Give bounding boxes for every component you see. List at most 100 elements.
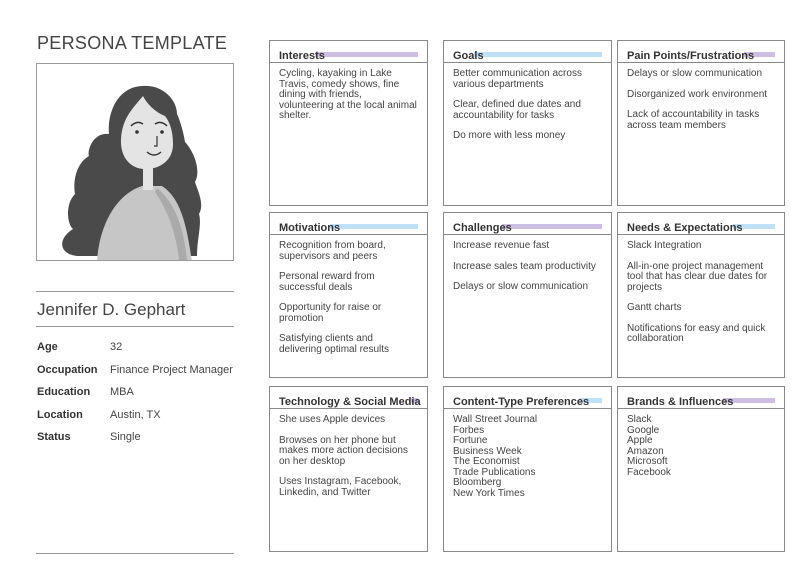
card-body: Slack Integration All-in-one project mana…	[618, 235, 784, 361]
attribute-value: Single	[110, 431, 141, 443]
attribute-status: Status Single	[37, 431, 233, 454]
attribute-label: Education	[37, 386, 91, 398]
card-item: Better communication across various depa…	[453, 68, 582, 90]
card-needs-expectations: Needs & Expectations Slack Integration All…	[617, 212, 785, 378]
attribute-age: Age 32	[37, 341, 233, 364]
persona-name: Jennifer D. Gephart	[37, 300, 186, 319]
card-item: Do more with less money	[453, 130, 566, 141]
card-item: Gantt charts	[627, 302, 682, 313]
card-item: All-in-one project management tool that …	[627, 260, 768, 293]
header-highlight	[502, 224, 602, 229]
card-header: Technology & Social Media	[270, 387, 427, 409]
header-highlight	[411, 398, 418, 403]
divider	[36, 291, 234, 292]
card-content-type-preferences: Content-Type Preferences Wall Street Jour…	[443, 386, 612, 552]
card-item: Slack Integration	[627, 240, 702, 251]
card-challenges: Challenges Increase revenue fast Increase …	[443, 212, 612, 378]
header-highlight	[579, 398, 602, 403]
card-item: Business Week	[453, 445, 522, 457]
card-item: Trade Publications	[453, 466, 536, 478]
card-item: Forbes	[453, 424, 485, 436]
header-highlight	[744, 52, 775, 57]
divider	[36, 553, 234, 554]
attribute-occupation: Occupation Finance Project Manager	[37, 364, 233, 387]
card-header: Content-Type Preferences	[444, 387, 611, 409]
divider	[36, 326, 234, 327]
card-body: Recognition from board, supervisors and …	[270, 235, 427, 371]
card-body: Better communication across various depa…	[444, 63, 611, 158]
page-title: PERSONA TEMPLATE	[37, 33, 228, 53]
attribute-label: Location	[37, 408, 83, 421]
card-title: Content-Type Preferences	[453, 396, 590, 408]
card-header: Interests	[270, 41, 427, 63]
card-item: Delays or slow communication	[453, 281, 589, 292]
card-item: Google	[627, 424, 660, 436]
card-body: She uses Apple devices Browses on her pho…	[270, 409, 427, 514]
card-item: Delays or slow communication	[627, 68, 763, 79]
card-title: Technology & Social Media	[279, 396, 421, 408]
attribute-value: 32	[110, 341, 123, 353]
card-item: Increase sales team productivity	[453, 260, 596, 272]
card-header: Brands & Influences	[618, 387, 784, 409]
card-motivations: Motivations Recognition from board, super…	[269, 212, 428, 378]
card-item: Clear, defined due dates and accountabil…	[453, 99, 581, 121]
attribute-education: Education MBA	[37, 386, 233, 409]
card-item: Browses on her phone but makes more acti…	[279, 434, 408, 467]
card-header: Motivations	[270, 213, 427, 235]
card-item: Apple	[627, 435, 653, 446]
card-pain-points-frustrations: Pain Points/Frustrations Delays or slow c…	[617, 40, 785, 206]
card-title: Brands & Influences	[627, 396, 734, 408]
card-title: Interests	[279, 50, 325, 62]
attribute-label: Occupation	[37, 363, 98, 376]
attribute-location: Location Austin, TX	[37, 409, 233, 432]
attribute-value: Finance Project Manager	[110, 363, 233, 376]
card-title: Needs & Expectations	[627, 222, 743, 234]
attribute-label: Age	[37, 341, 58, 353]
header-highlight	[733, 224, 775, 229]
card-item: Bloomberg	[453, 477, 502, 488]
card-item: Fortune	[453, 435, 488, 446]
card-item: Cycling, kayaking in Lake Travis, comedy…	[279, 68, 417, 121]
card-interests: Interests Cycling, kayaking in Lake Travi…	[269, 40, 428, 206]
card-item: Increase revenue fast	[453, 240, 550, 251]
card-title: Goals	[453, 50, 484, 62]
header-highlight	[723, 398, 775, 403]
header-highlight	[330, 224, 418, 229]
card-goals: Goals Better communication across various…	[443, 40, 612, 206]
card-title: Motivations	[279, 222, 341, 234]
woman-avatar-illustration	[62, 85, 202, 260]
header-highlight	[315, 52, 418, 57]
card-body: Increase revenue fast Increase sales team…	[444, 235, 611, 309]
card-item: New York Times	[453, 487, 525, 499]
card-item: Notifications for easy and quick collabo…	[627, 322, 766, 344]
card-item: Recognition from board, supervisors and …	[279, 240, 386, 262]
card-item: Uses Instagram, Facebook, Linkedin, and …	[279, 476, 402, 498]
card-technology-social-media: Technology & Social Media She uses Apple …	[269, 386, 428, 552]
card-item: Lack of accountability in tasks across t…	[627, 109, 760, 131]
card-header: Challenges	[444, 213, 611, 235]
card-item: Opportunity for raise or promotion	[279, 302, 382, 324]
card-brands-influences: Brands & Influences Slack Google Apple Amazo…	[617, 386, 785, 552]
persona-attributes: Age 32 Occupation Finance Project Manager …	[37, 341, 233, 454]
card-item: Microsoft	[627, 456, 668, 467]
attribute-value: MBA	[110, 386, 134, 398]
card-item: Amazon	[627, 445, 664, 457]
card-item: Facebook	[627, 466, 671, 478]
attribute-label: Status	[37, 431, 71, 443]
card-body: Delays or slow communication Disorganized…	[618, 63, 784, 147]
card-header: Needs & Expectations	[618, 213, 784, 235]
card-item: The Economist	[453, 456, 520, 467]
card-item: Personal reward from successful deals	[279, 271, 375, 293]
card-title: Pain Points/Frustrations	[627, 50, 755, 62]
card-item: Slack	[627, 414, 652, 425]
card-header: Goals	[444, 41, 611, 63]
card-body: Wall Street Journal Forbes Fortune Business…	[444, 409, 611, 505]
card-item: She uses Apple devices	[279, 414, 386, 425]
persona-portrait	[36, 63, 234, 261]
card-body: Cycling, kayaking in Lake Travis, comedy…	[270, 63, 427, 138]
card-item: Wall Street Journal	[453, 414, 538, 425]
card-item: Satisfying clients and delivering optima…	[279, 333, 390, 355]
header-highlight	[474, 52, 602, 57]
card-title: Challenges	[453, 222, 512, 234]
card-item: Disorganized work environment	[627, 88, 768, 100]
